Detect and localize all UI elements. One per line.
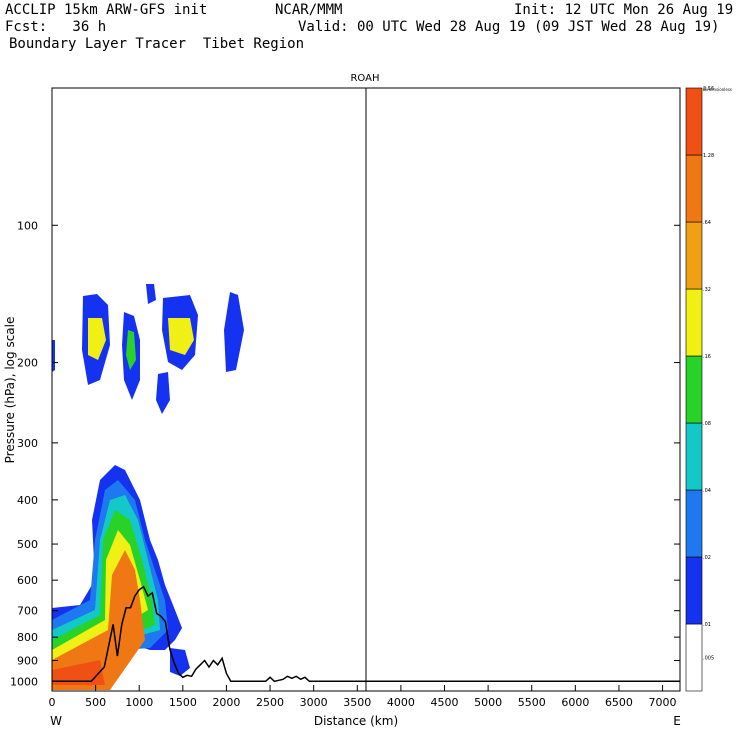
y-tick-label: 300 <box>17 437 38 450</box>
x-tick-label: 1500 <box>169 696 197 709</box>
y-tick-label: 600 <box>17 574 38 587</box>
colorbar-level-label: .64 <box>703 220 711 226</box>
x-tick-label: 3000 <box>300 696 328 709</box>
colorbar: .005 .01 .02 .04 .08 .16 .32 .64 1.28 2.56Dimensi… <box>685 86 732 692</box>
x-axis-label: Distance (km) <box>314 714 398 728</box>
tracer-patch-upper-5 <box>156 372 170 414</box>
colorbar-swatch <box>685 556 703 625</box>
colorbar-swatch <box>685 355 703 424</box>
x-tick-label: 2000 <box>212 696 240 709</box>
plot-frame <box>51 87 681 692</box>
y-tick-label: 100 <box>17 219 38 232</box>
y-tick-label: 1000 <box>10 675 38 688</box>
colorbar-level-label: .16 <box>703 354 711 360</box>
x-tick-label: 6500 <box>605 696 633 709</box>
x-tick-label: 5000 <box>474 696 502 709</box>
x-tick-label: 7000 <box>649 696 677 709</box>
y-tick-label: 700 <box>17 605 38 618</box>
x-tick-label: 3500 <box>343 696 371 709</box>
tracer-patch-upper-2-core <box>126 330 136 370</box>
colorbar-level-label: .08 <box>703 421 711 427</box>
x-tick-label: 1000 <box>125 696 153 709</box>
product-label: Boundary Layer Tracer Tibet Region <box>9 36 305 52</box>
x-tick-label: 2500 <box>256 696 284 709</box>
y-tick-label: 800 <box>17 631 38 644</box>
y-axis: 100 200 300 400 500 600 700 800 900 1000 <box>10 219 680 688</box>
colorbar-level-label: .02 <box>703 555 711 561</box>
tracer-patch-upper-1-core <box>88 318 106 360</box>
tracer-region-surface-darkorange <box>52 660 105 685</box>
y-axis-label: Pressure (hPa), log scale <box>3 317 17 464</box>
tracer-patch-left-edge <box>52 340 55 372</box>
forecast-label: Fcst: 36 h <box>5 19 107 35</box>
tracer-patch-upper-4 <box>146 284 156 304</box>
tracer-contours <box>52 284 244 690</box>
colorbar-swatch <box>685 422 703 491</box>
y-tick-label: 200 <box>17 357 38 370</box>
chart-title: ROAH <box>350 73 379 84</box>
tracer-patch-upper-6 <box>224 292 244 372</box>
colorbar-level-label: .005 <box>703 656 714 662</box>
x-start-label: W <box>50 714 62 728</box>
colorbar-level-label: .32 <box>703 287 711 293</box>
colorbar-level-label: 2.56 <box>703 86 714 92</box>
valid-label: Valid: 00 UTC Wed 28 Aug 19 (09 JST Wed … <box>298 19 720 35</box>
x-axis: 0 500 1000 1500 2000 2500 3000 3500 4000 4500 5000… <box>49 685 677 709</box>
y-tick-label: 900 <box>17 654 38 667</box>
org-label: NCAR/MMM <box>275 2 343 18</box>
colorbar-level-label: .04 <box>703 488 711 494</box>
colorbar-unit-label: Dimensionless <box>703 87 732 92</box>
colorbar-swatch <box>685 87 703 156</box>
x-tick-label: 5500 <box>518 696 546 709</box>
colorbar-level-label: .01 <box>703 622 711 628</box>
x-tick-label: 4500 <box>431 696 459 709</box>
y-tick-label: 500 <box>17 538 38 551</box>
tracer-region-surface-orange <box>52 550 145 690</box>
x-tick-label: 6000 <box>561 696 589 709</box>
colorbar-swatch <box>685 221 703 290</box>
colorbar-swatch <box>685 489 703 558</box>
tracer-patch-east-low <box>170 648 190 676</box>
colorbar-swatch <box>685 154 703 223</box>
colorbar-swatch <box>685 623 703 692</box>
terrain-profile-line <box>52 585 680 683</box>
y-tick-label: 400 <box>17 494 38 507</box>
colorbar-level-label: 1.28 <box>703 153 714 159</box>
colorbar-swatch <box>685 288 703 357</box>
x-tick-label: 500 <box>85 696 106 709</box>
x-end-label: E <box>673 714 681 728</box>
model-label: ACCLIP 15km ARW-GFS init <box>5 2 208 18</box>
x-tick-label: 4000 <box>387 696 415 709</box>
x-tick-label: 0 <box>49 696 56 709</box>
init-label: Init: 12 UTC Mon 26 Aug 19 <box>514 2 734 18</box>
tracer-patch-upper-3-core <box>168 318 194 355</box>
